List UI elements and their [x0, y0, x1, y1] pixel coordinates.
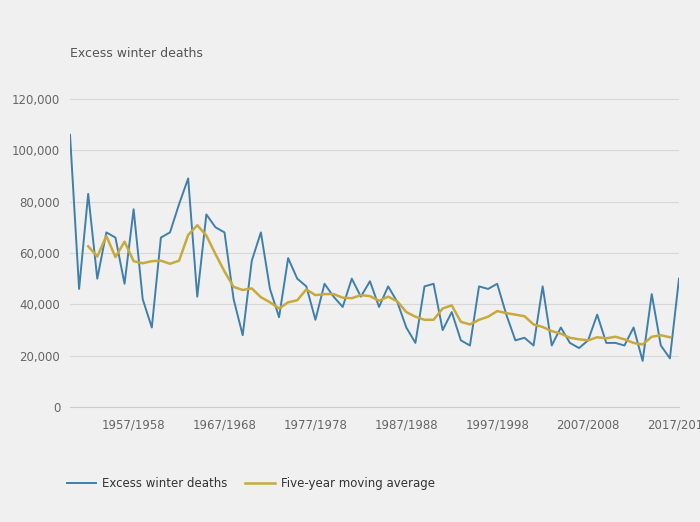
Five-year moving average — [593, 334, 601, 340]
Excess winter deaths — [611, 340, 620, 346]
Five-year moving average — [230, 284, 238, 290]
Five-year moving average — [266, 299, 274, 305]
Excess winter deaths — [202, 211, 211, 218]
Line: Five-year moving average: Five-year moving average — [88, 225, 670, 345]
Excess winter deaths — [211, 224, 220, 230]
Five-year moving average — [339, 294, 347, 301]
Excess winter deaths — [66, 132, 74, 138]
Excess winter deaths — [411, 340, 419, 346]
Five-year moving average — [666, 334, 674, 340]
Five-year moving average — [638, 341, 647, 348]
Five-year moving average — [393, 298, 401, 304]
Excess winter deaths — [420, 283, 428, 290]
Five-year moving average — [193, 222, 202, 228]
Five-year moving average — [84, 243, 92, 250]
Excess winter deaths — [638, 358, 647, 364]
Excess winter deaths — [675, 276, 683, 282]
Five-year moving average — [648, 334, 656, 340]
Excess winter deaths — [321, 281, 329, 287]
Legend: Excess winter deaths, Five-year moving average: Excess winter deaths, Five-year moving a… — [62, 473, 440, 495]
Text: Excess winter deaths: Excess winter deaths — [70, 46, 203, 60]
Line: Excess winter deaths: Excess winter deaths — [70, 135, 679, 361]
